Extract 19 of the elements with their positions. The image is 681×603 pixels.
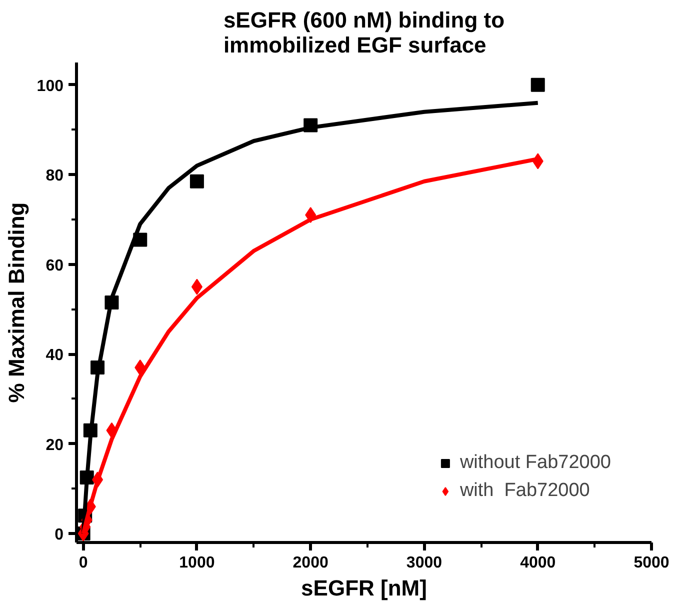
x-tick-label: 5000 xyxy=(634,554,670,572)
point xyxy=(530,78,545,92)
x-tick-label: 0 xyxy=(78,554,88,572)
y-axis-title: % Maximal Binding xyxy=(4,202,29,403)
x-tick-label: 3000 xyxy=(406,554,442,572)
x-tick-label: 4000 xyxy=(520,554,556,572)
y-tick-label: 20 xyxy=(46,436,64,454)
y-tick-label: 80 xyxy=(46,168,64,185)
y-tick-label: 40 xyxy=(46,347,64,364)
y-tick-label: 0 xyxy=(54,526,64,544)
legend-label: without Fab72000 xyxy=(460,452,611,474)
y-tick-label: 60 xyxy=(46,257,64,274)
chart-title: sEGFR (600 nM) binding to immobilized EGF surface xyxy=(223,8,505,58)
x-axis-title: sEGFR [nM] xyxy=(301,576,427,600)
point xyxy=(190,174,204,188)
x-tick-label: 2000 xyxy=(292,554,328,572)
x-tick-label: 1000 xyxy=(179,554,215,572)
legend-label: with Fab72000 xyxy=(460,480,590,502)
y-tick-label: 100 xyxy=(36,78,64,95)
